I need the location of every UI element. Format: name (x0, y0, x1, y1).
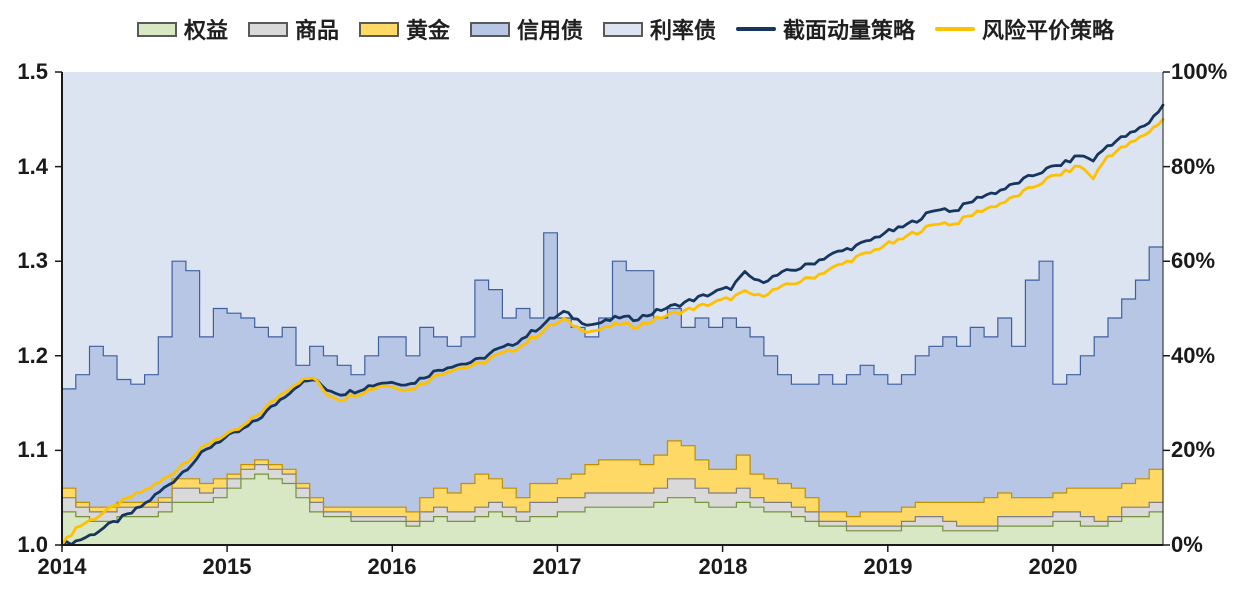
x-axis-tick-2018: 2018 (698, 554, 748, 579)
legend-swatch-commodity-icon (247, 21, 288, 37)
area-outline-gold (62, 440, 1163, 518)
legend-label-momentum: 截面动量策略 (783, 18, 916, 43)
left-axis-tick-1.0: 1.0 (17, 532, 48, 557)
legend-item-gold: 黄金 (358, 13, 450, 45)
legend-swatch-credit-bond-icon (469, 21, 510, 37)
area-credit-bond (62, 232, 1163, 546)
legend-swatch-risk-parity-line-icon (935, 27, 976, 31)
legend-label-credit-bond: 信用债 (516, 18, 583, 43)
area-equity (62, 474, 1163, 545)
legend-item-momentum: 截面动量策略 (736, 13, 915, 45)
right-axis-tick-40: 40% (1171, 343, 1216, 368)
left-axis-tick-1.1: 1.1 (17, 437, 48, 462)
legend-label-risk-parity: 风险平价策略 (982, 18, 1115, 43)
series-line-momentum (60, 103, 1165, 547)
axis-tick-marks (55, 71, 1170, 552)
right-axis-tick-100: 100% (1171, 59, 1228, 84)
left-axis-tick-1.2: 1.2 (17, 343, 48, 368)
chart-legend: 权益 商品 黄金 信用债 利率债 截面动量策略 风险平价策略 (0, 13, 1251, 45)
legend-item-commodity: 商品 (247, 13, 339, 45)
legend-label-commodity: 商品 (294, 18, 339, 43)
legend-item-credit-bond: 信用债 (469, 13, 583, 45)
x-axis-tick-2015: 2015 (202, 554, 252, 579)
legend-swatch-equity-icon (136, 21, 177, 37)
legend-label-equity: 权益 (183, 18, 228, 43)
legend-item-equity: 权益 (136, 13, 228, 45)
x-axis-tick-2019: 2019 (863, 554, 913, 579)
series-line-risk-parity (60, 117, 1165, 547)
chart-plot-area (55, 71, 1170, 552)
left-axis-tick-1.4: 1.4 (17, 154, 48, 179)
right-axis-tick-80: 80% (1171, 154, 1216, 179)
legend-swatch-momentum-line-icon (736, 27, 777, 31)
legend-item-rate-bond: 利率债 (603, 13, 716, 45)
legend-label-gold: 黄金 (405, 18, 450, 43)
legend-label-rate-bond: 利率债 (650, 18, 717, 43)
area-outline-equity (62, 473, 1163, 532)
x-axis-tick-2016: 2016 (367, 554, 417, 579)
left-axis-tick-1.3: 1.3 (17, 248, 48, 273)
x-axis-tick-2014: 2014 (37, 554, 87, 579)
legend-swatch-rate-bond-icon (603, 21, 643, 37)
legend-item-risk-parity: 风险平价策略 (935, 13, 1114, 45)
right-axis-tick-60: 60% (1171, 248, 1216, 273)
right-axis-tick-20: 20% (1171, 437, 1216, 462)
left-axis-tick-1.5: 1.5 (17, 59, 48, 84)
x-axis-tick-2020: 2020 (1028, 554, 1078, 579)
x-axis-tick-2017: 2017 (532, 554, 582, 579)
legend-swatch-gold-icon (358, 21, 399, 37)
right-axis-tick-0: 0% (1171, 532, 1203, 557)
